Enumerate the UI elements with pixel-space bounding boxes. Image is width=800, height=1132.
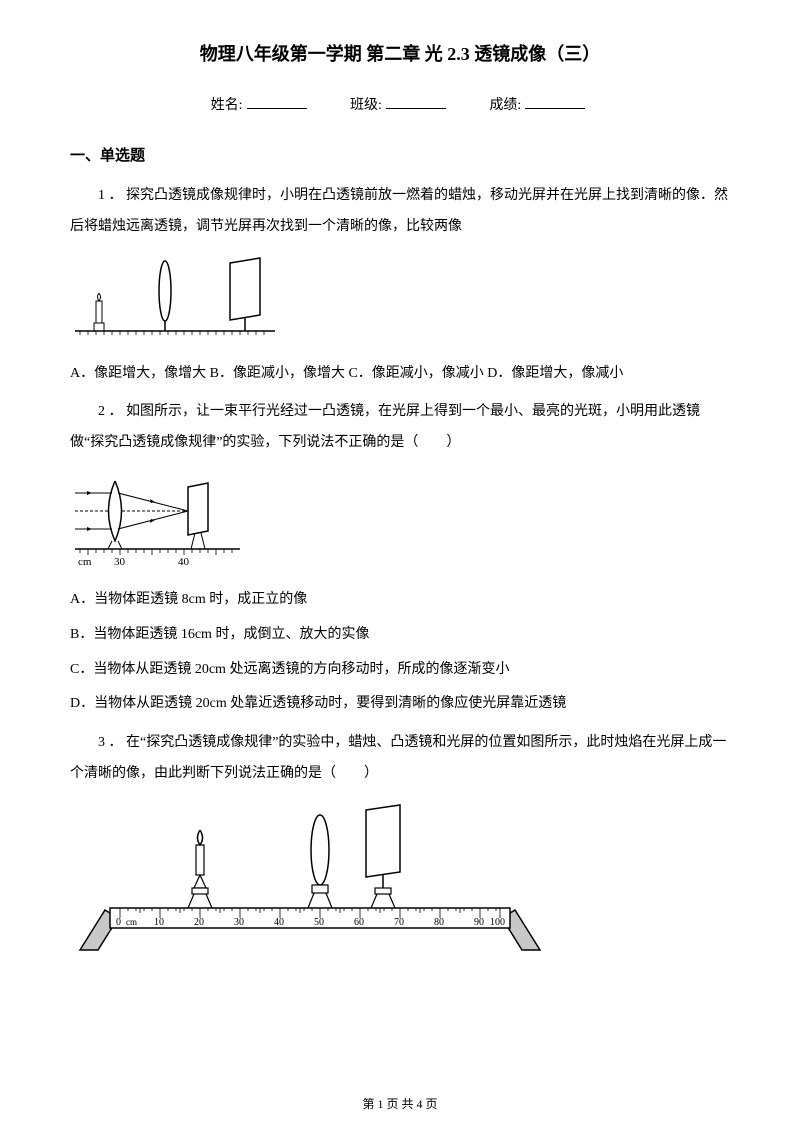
section-heading: 一、单选题 [70,144,730,165]
svg-text:20: 20 [194,917,204,928]
svg-text:30: 30 [114,556,126,568]
q2-number: 2 ． [98,404,123,419]
score-blank [525,108,585,109]
q2-figure: cm 30 40 [70,469,730,569]
svg-text:50: 50 [314,917,324,928]
q1-figure [70,253,730,343]
svg-text:70: 70 [394,917,404,928]
svg-text:40: 40 [274,917,284,928]
q1-options: A．像距增大，像增大 B．像距减小，像增大 C．像距减小，像减小 D．像距增大，… [70,359,730,390]
svg-text:60: 60 [354,917,364,928]
q2-text: 如图所示，让一束平行光经过一凸透镜，在光屏上得到一个最小、最亮的光斑，小明用此透… [70,404,700,450]
svg-text:40: 40 [178,556,190,568]
name-blank [247,108,307,109]
q2-opt-d: D．当物体从距透镜 20cm 处靠近透镜移动时，要得到清晰的像应使光屏靠近透镜 [70,689,730,720]
q1-text: 探究凸透镜成像规律时，小明在凸透镜前放一燃着的蜡烛，移动光屏并在光屏上找到清晰的… [70,188,728,234]
page-footer: 第 1 页 共 4 页 [0,1095,800,1112]
class-label: 班级: [350,98,382,113]
svg-text:90: 90 [474,917,484,928]
question-2: 2 ． 如图所示，让一束平行光经过一凸透镜，在光屏上得到一个最小、最亮的光斑，小… [70,397,730,459]
svg-text:0: 0 [116,917,121,928]
svg-text:10: 10 [154,917,164,928]
svg-text:80: 80 [434,917,444,928]
q1-options-line: A．像距增大，像增大 B．像距减小，像增大 C．像距减小，像减小 D．像距增大，… [70,366,623,381]
q3-number: 3 ． [98,735,123,750]
q3-figure: 0 cm 10 20 30 40 50 60 70 80 90 100 [70,800,730,960]
q2-opt-c: C．当物体从距透镜 20cm 处远离透镜的方向移动时，所成的像逐渐变小 [70,655,730,686]
q2-options: A．当物体距透镜 8cm 时，成正立的像 B．当物体距透镜 16cm 时，成倒立… [70,585,730,720]
question-3: 3 ． 在“探究凸透镜成像规律”的实验中，蜡烛、凸透镜和光屏的位置如图所示，此时… [70,728,730,790]
svg-text:cm: cm [126,917,137,927]
q1-number: 1 ． [98,188,123,203]
svg-text:cm: cm [78,556,92,568]
name-label: 姓名: [211,98,243,113]
student-info-row: 姓名: 班级: 成绩: [70,94,730,114]
svg-text:30: 30 [234,917,244,928]
q2-opt-b: B．当物体距透镜 16cm 时，成倒立、放大的实像 [70,620,730,651]
q3-text: 在“探究凸透镜成像规律”的实验中，蜡烛、凸透镜和光屏的位置如图所示，此时烛焰在光… [70,735,726,781]
q2-opt-a: A．当物体距透镜 8cm 时，成正立的像 [70,585,730,616]
page-title: 物理八年级第一学期 第二章 光 2.3 透镜成像（三） [70,40,730,66]
score-label: 成绩: [489,98,521,113]
svg-text:100: 100 [490,917,505,928]
class-blank [386,108,446,109]
question-1: 1 ． 探究凸透镜成像规律时，小明在凸透镜前放一燃着的蜡烛，移动光屏并在光屏上找… [70,181,730,243]
